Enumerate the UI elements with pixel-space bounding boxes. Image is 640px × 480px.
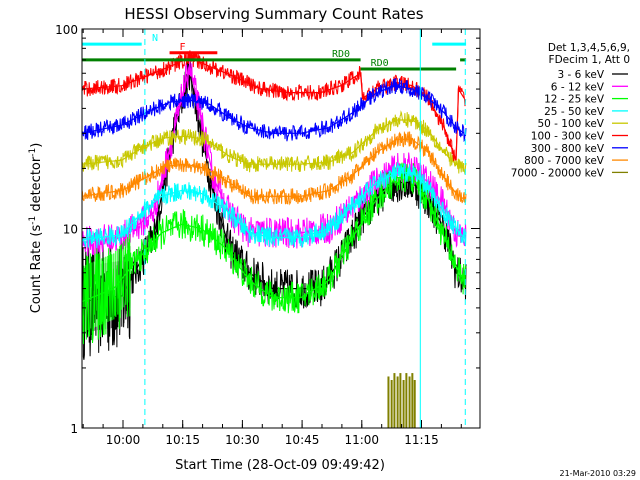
- legend-entry-label: 12 - 25 keV: [544, 94, 605, 106]
- legend-header-line: Det 1,3,4,5,6,9,: [548, 42, 630, 54]
- series-trace: [81, 161, 467, 249]
- state-bar-label: F: [180, 42, 186, 53]
- series-100-300-kev: [81, 50, 467, 162]
- legend: Det 1,3,4,5,6,9,FDecim 1, Att 0 3 - 6 keV…: [511, 42, 630, 179]
- series-50-100-kev: [81, 110, 467, 175]
- plot-axes: 10:00 10:15 10:30 10:45 11:00 11:15 1 10 100: [55, 23, 481, 447]
- state-bars: N F RD0 RD0: [82, 33, 467, 71]
- state-bar-label: RD0: [332, 49, 350, 60]
- footer-timestamp: 21-Mar-2010 03:29: [560, 469, 637, 478]
- legend-entry-label: 7000 - 20000 keV: [511, 167, 605, 179]
- x-tick-label: 10:45: [285, 433, 320, 447]
- plot-data: [81, 50, 467, 428]
- y-axis-label-main: Count Rate (s: [29, 225, 44, 314]
- series-3-6-kev: [81, 59, 467, 360]
- series-7000-20000-kev: [387, 373, 416, 428]
- x-tick-label: 11:15: [404, 433, 439, 447]
- series-trace: [81, 59, 467, 360]
- y-axis-label-sup2: -1: [28, 148, 38, 157]
- legend-entry-label: 100 - 300 keV: [531, 131, 605, 143]
- series-300-800-kev: [81, 77, 467, 143]
- chart-title: HESSI Observing Summary Count Rates: [124, 5, 423, 23]
- x-tick-label: 10:00: [106, 433, 141, 447]
- y-tick-label: 100: [55, 23, 78, 37]
- x-tick-label: 10:15: [165, 433, 200, 447]
- y-tick-label: 1: [70, 422, 78, 436]
- x-tick-label: 10:30: [225, 433, 260, 447]
- legend-header-line: FDecim 1, Att 0: [549, 54, 630, 66]
- y-tick-label: 10: [63, 223, 78, 237]
- vertical-markers: [144, 29, 466, 428]
- legend-entry-label: 6 - 12 keV: [551, 81, 605, 93]
- legend-entry-label: 3 - 6 keV: [557, 69, 604, 81]
- y-axis-label-end: ): [29, 143, 44, 148]
- state-bar-label: N: [152, 33, 158, 44]
- series-trace: [81, 162, 467, 345]
- y-axis-label-sup: -1: [28, 216, 38, 225]
- y-axis-label: Count Rate (s-1 detector-1): [28, 143, 44, 314]
- state-bar-label: RD0: [371, 58, 389, 69]
- legend-entry-label: 800 - 7000 keV: [524, 155, 605, 167]
- series-trace: [81, 77, 467, 143]
- series-trace: [81, 110, 467, 175]
- x-tick-label: 11:00: [344, 433, 379, 447]
- x-axis-label: Start Time (28-Oct-09 09:49:42): [175, 458, 385, 473]
- series-trace: [81, 50, 467, 162]
- series-trace: [81, 130, 467, 206]
- y-axis-label-tail: detector: [29, 156, 44, 216]
- legend-entry-label: 25 - 50 keV: [544, 106, 605, 118]
- series-800-7000-kev: [81, 130, 467, 206]
- legend-entry-label: 300 - 800 keV: [531, 143, 605, 155]
- series-25-50-kev: [81, 161, 467, 249]
- legend-entry-label: 50 - 100 keV: [537, 118, 604, 130]
